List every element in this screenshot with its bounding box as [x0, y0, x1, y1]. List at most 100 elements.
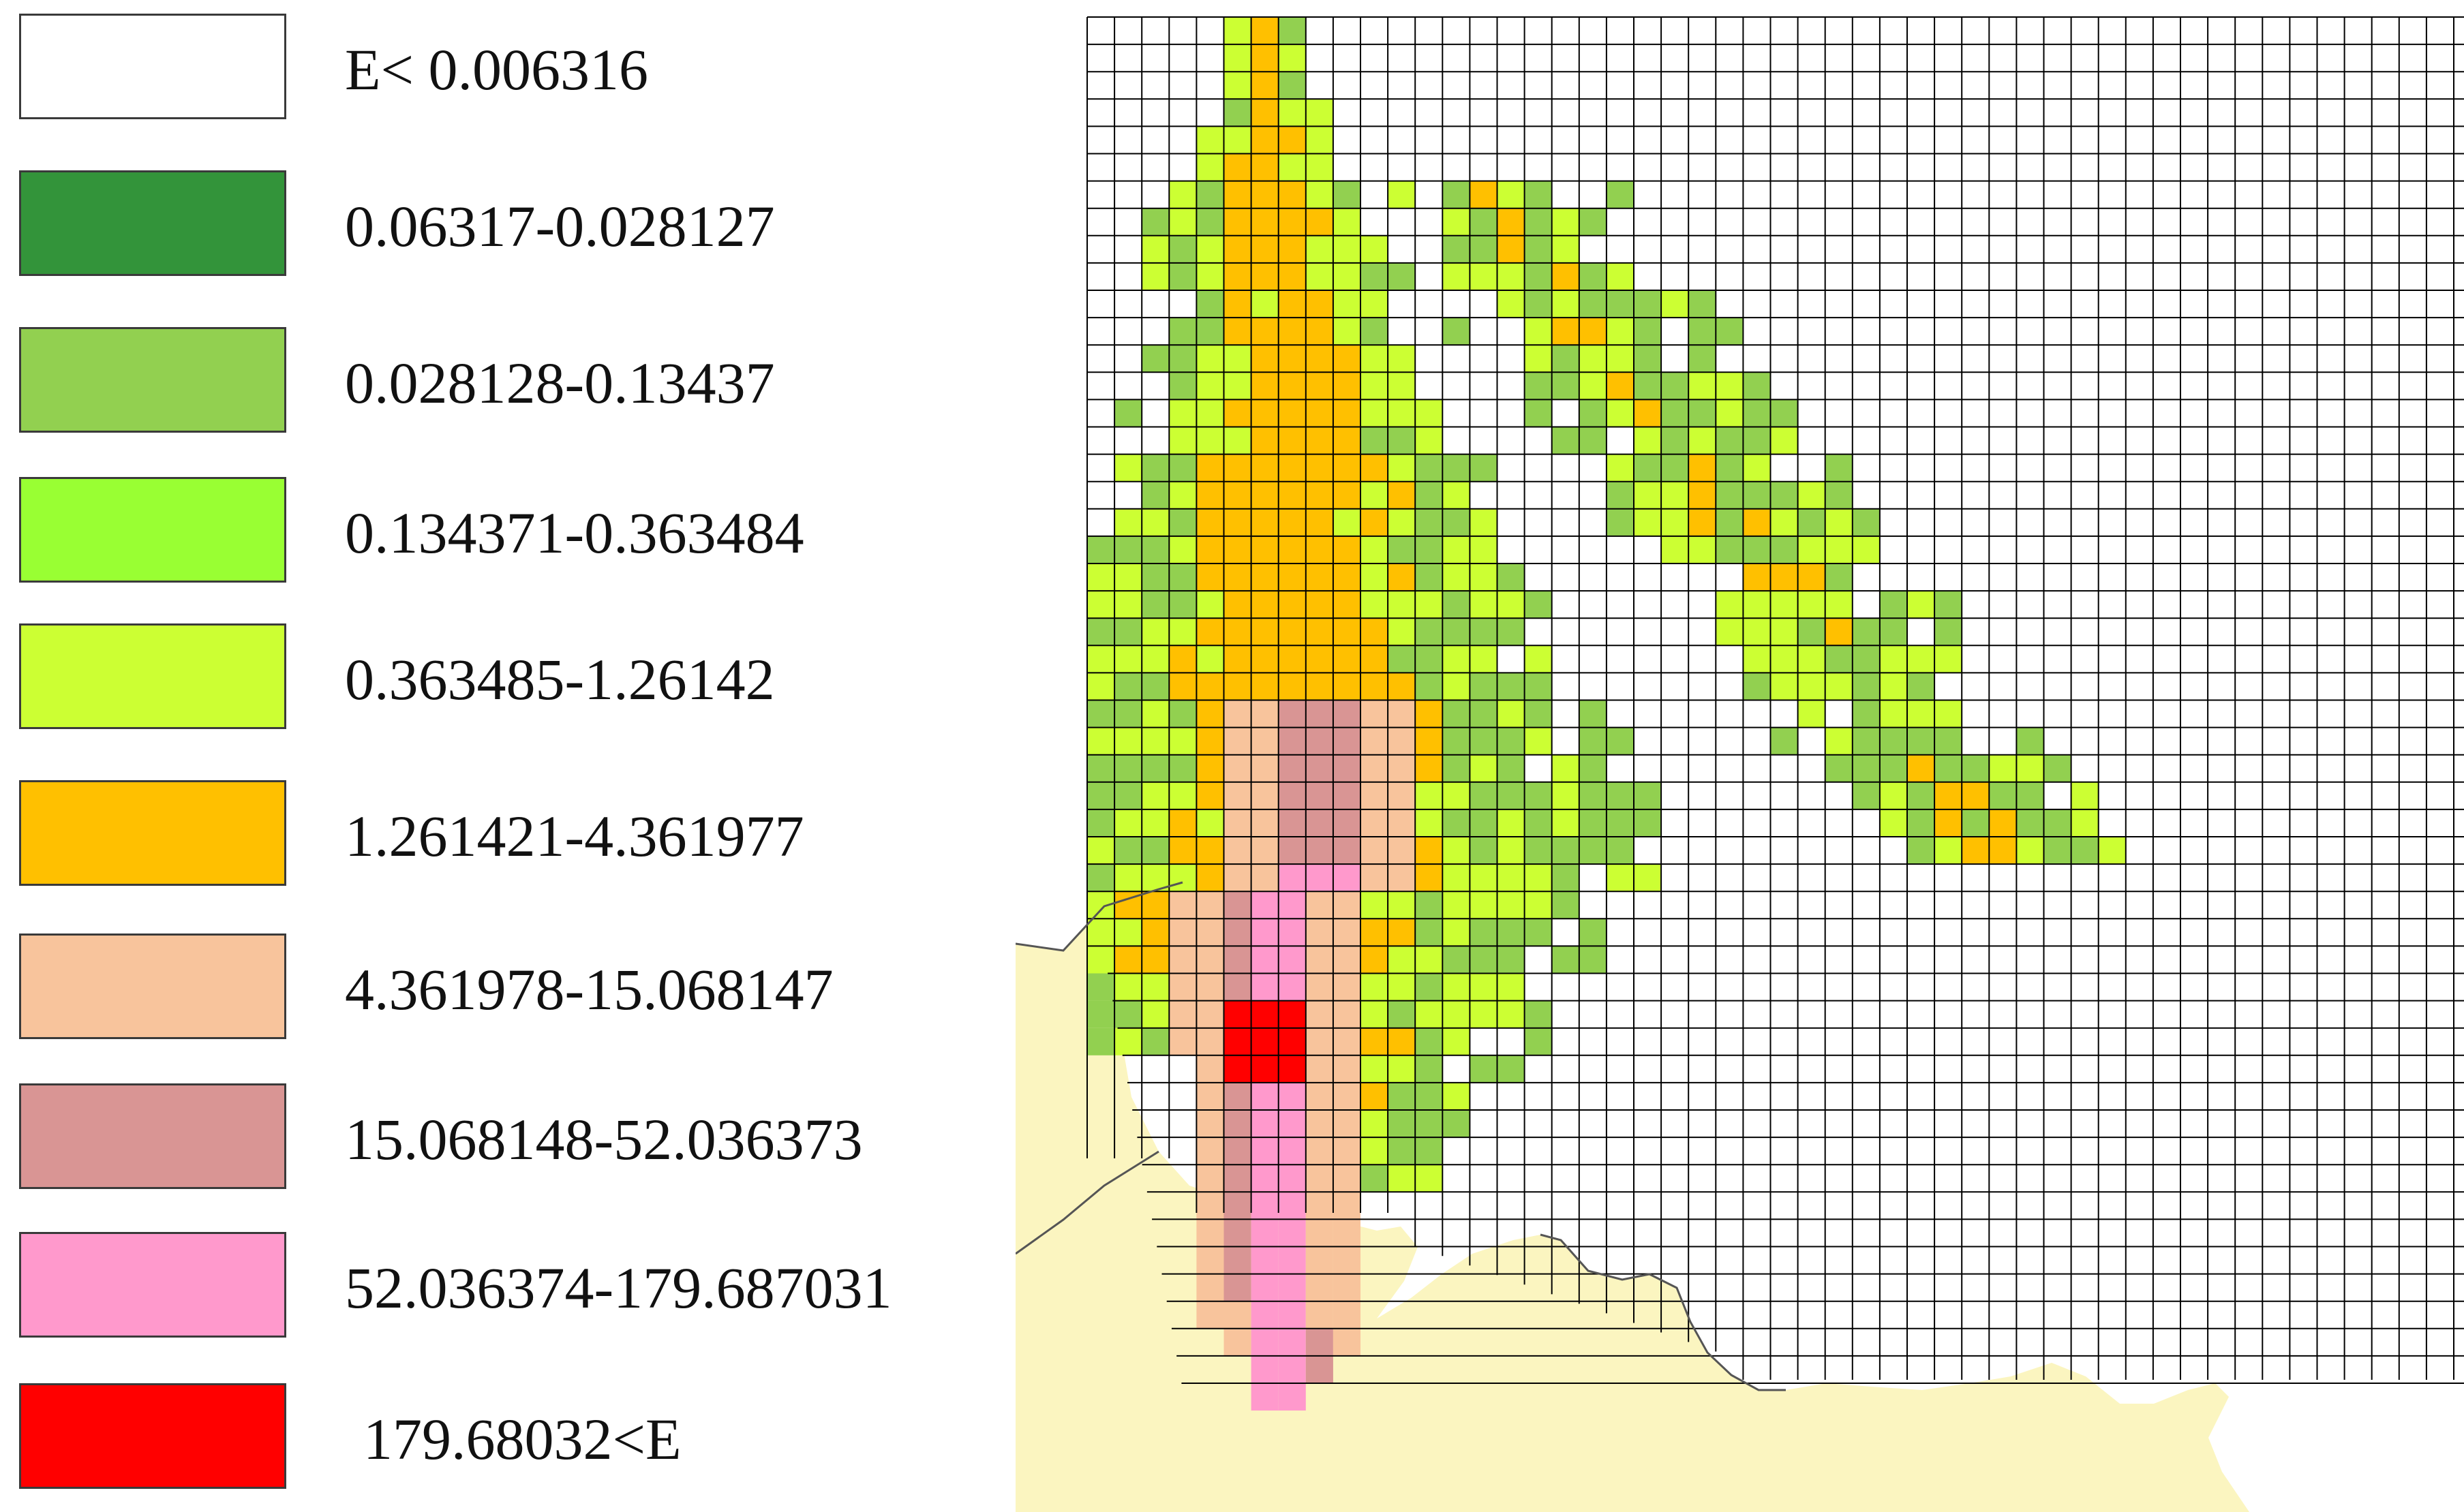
grid-cell — [1333, 290, 1360, 318]
grid-cell — [1087, 618, 1115, 646]
grid-cell — [1716, 536, 1744, 564]
grid-cell — [1770, 673, 1798, 700]
grid-cell — [1388, 564, 1416, 591]
grid-cell — [1442, 700, 1470, 728]
grid-cell — [1524, 372, 1552, 400]
grid-cell — [1852, 618, 1880, 646]
grid-cell — [1305, 1110, 1333, 1138]
grid-cell — [1770, 727, 1798, 755]
grid-cell — [1196, 1219, 1224, 1247]
grid-cell — [1470, 782, 1497, 809]
grid-cell — [1142, 645, 1170, 673]
grid-cell — [1142, 727, 1170, 755]
grid-cell — [1142, 973, 1170, 1001]
grid-cell — [1087, 837, 1115, 865]
grid-cell — [2016, 809, 2044, 837]
grid-cell — [1142, 946, 1170, 974]
grid-cell — [1797, 591, 1825, 619]
grid-cell — [1333, 536, 1360, 564]
grid-cell — [1251, 1082, 1279, 1110]
grid-cell — [1251, 891, 1279, 919]
grid-cell — [1196, 536, 1224, 564]
legend-label: 4.361978-15.068147 — [345, 957, 834, 1022]
grid-cell — [1114, 864, 1142, 892]
grid-cell — [1606, 372, 1634, 400]
grid-cell — [1305, 727, 1333, 755]
grid-cell — [1606, 290, 1634, 318]
grid-cell — [1388, 973, 1416, 1001]
grid-cell — [1360, 564, 1388, 591]
grid-cell — [1305, 645, 1333, 673]
grid-cell — [1661, 290, 1689, 318]
grid-cell — [1278, 946, 1306, 974]
grid-cell — [1606, 837, 1634, 865]
grid-cell — [1415, 891, 1443, 919]
grid-cell — [1251, 1383, 1279, 1411]
grid-cell — [1360, 290, 1388, 318]
grid-cell — [1251, 126, 1279, 154]
legend-item: 0.06317-0.028127 — [19, 170, 973, 279]
grid-cell — [1278, 1082, 1306, 1110]
grid-cell — [1142, 345, 1170, 373]
grid-cell — [1333, 372, 1360, 400]
grid-cell — [1415, 1055, 1443, 1083]
grid-cell — [1415, 919, 1443, 946]
grid-cell — [1223, 891, 1251, 919]
grid-cell — [1087, 1000, 1115, 1028]
grid-cell — [1142, 618, 1170, 646]
grid-cell — [1142, 235, 1170, 263]
grid-cell — [1251, 1164, 1279, 1192]
grid-cell — [1169, 782, 1197, 809]
grid-cell — [1907, 837, 1935, 865]
grid-cell — [1305, 1055, 1333, 1083]
grid-cell — [1415, 700, 1443, 728]
coastline-segment — [1016, 881, 1183, 952]
grid-cell — [1934, 591, 1962, 619]
grid-cell — [1551, 782, 1579, 809]
grid-cell — [1825, 564, 1853, 591]
grid-cell — [1142, 754, 1170, 782]
grid-cell — [1388, 591, 1416, 619]
grid-cell — [1278, 1192, 1306, 1220]
grid-cell — [1305, 508, 1333, 536]
grid-cell — [1278, 673, 1306, 700]
grid-cell — [1606, 454, 1634, 482]
grid-cell — [1770, 536, 1798, 564]
grid-cell — [1879, 700, 1907, 728]
grid-cell — [1360, 318, 1388, 345]
grid-cell — [2016, 837, 2044, 865]
grid-cell — [1142, 1000, 1170, 1028]
grid-cell — [1251, 564, 1279, 591]
grid-cell — [1223, 262, 1251, 290]
grid-cell — [1196, 1137, 1224, 1165]
grid-cell — [1169, 754, 1197, 782]
grid-cell — [1470, 235, 1497, 263]
grid-cell — [1497, 1055, 1525, 1083]
grid-cell — [1305, 1328, 1333, 1356]
grid-cell — [1142, 837, 1170, 865]
grid-cell — [1196, 153, 1224, 181]
grid-cell — [1688, 508, 1716, 536]
grid-cell — [1223, 1137, 1251, 1165]
map-legend: E< 0.006316 0.06317-0.028127 0.028128-0.… — [0, 0, 982, 1512]
grid-cell — [1770, 427, 1798, 454]
grid-cell — [1743, 564, 1771, 591]
grid-cell — [1305, 399, 1333, 427]
grid-cell — [1470, 809, 1497, 837]
grid-cell — [1360, 891, 1388, 919]
grid-cell — [1114, 700, 1142, 728]
legend-item: 4.361978-15.068147 — [19, 934, 973, 1043]
grid-cell — [1388, 727, 1416, 755]
emission-cells — [1087, 17, 2126, 1411]
grid-cell — [1442, 508, 1470, 536]
grid-cell — [1114, 973, 1142, 1001]
grid-cell — [1278, 1246, 1306, 1274]
grid-cell — [1196, 809, 1224, 837]
grid-cell — [1251, 673, 1279, 700]
grid-cell — [1743, 591, 1771, 619]
grid-cell — [1797, 508, 1825, 536]
grid-cell — [1634, 372, 1662, 400]
grid-cell — [1196, 399, 1224, 427]
grid-cell — [1388, 181, 1416, 209]
grid-cell — [1360, 1082, 1388, 1110]
